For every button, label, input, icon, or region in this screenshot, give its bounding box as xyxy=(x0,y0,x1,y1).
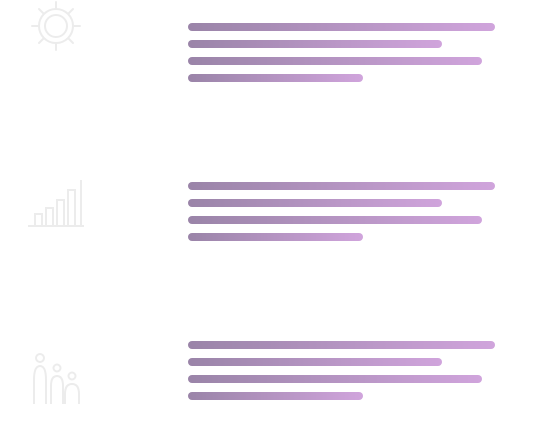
feature-row-settings xyxy=(0,0,535,90)
text-placeholder-line xyxy=(188,40,442,48)
text-placeholder-line xyxy=(188,199,442,207)
bar-chart-icon xyxy=(28,180,84,227)
text-placeholder-line xyxy=(188,358,442,366)
text-placeholder-line xyxy=(188,233,363,241)
feature-row-family xyxy=(0,320,535,410)
text-placeholder-line xyxy=(188,392,363,400)
text-placeholder-line xyxy=(188,74,363,82)
family-icon xyxy=(33,353,80,404)
feature-row-analytics xyxy=(0,160,535,250)
text-placeholder-line xyxy=(188,23,495,31)
text-placeholder-line xyxy=(188,341,495,349)
text-placeholder-line xyxy=(188,375,482,383)
gear-icon xyxy=(31,1,81,51)
text-placeholder-line xyxy=(188,216,482,224)
text-placeholder-line xyxy=(188,57,482,65)
text-placeholder-line xyxy=(188,182,495,190)
